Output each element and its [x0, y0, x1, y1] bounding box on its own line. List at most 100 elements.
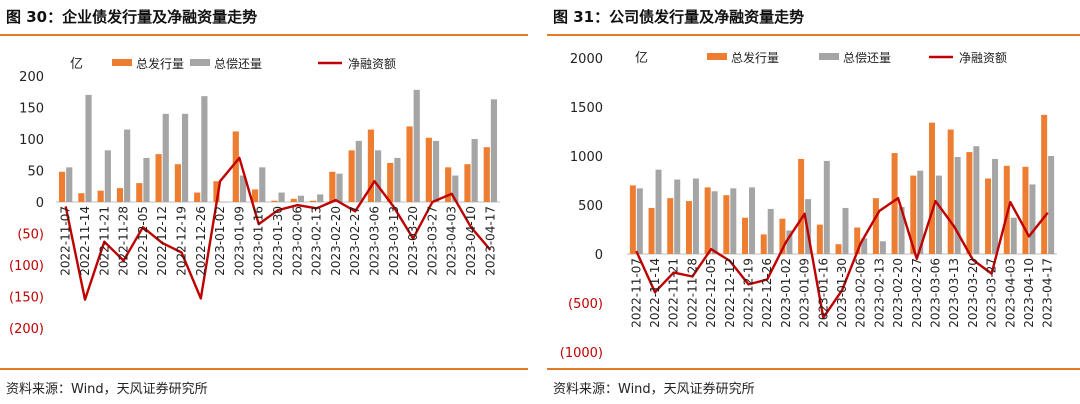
source-divider [0, 368, 528, 370]
legend-swatch-issuance [707, 53, 727, 60]
x-tick-label: 2022-11-14 [78, 206, 92, 276]
x-tick-label: 2023-01-16 [252, 206, 266, 276]
x-tick-label: 2023-02-27 [348, 206, 362, 276]
bar-repayment [692, 178, 699, 254]
bar-issuance [136, 183, 143, 202]
bar-issuance [891, 153, 898, 254]
x-tick-label: 2023-03-20 [406, 206, 420, 276]
unit-label: 亿 [635, 51, 648, 66]
x-tick-label: 2023-03-06 [368, 206, 382, 276]
title-divider [0, 34, 528, 36]
y-tick-label: 150 [19, 102, 44, 117]
bar-repayment [85, 94, 92, 202]
bar-repayment [879, 241, 886, 254]
bar-issuance [174, 164, 181, 202]
bar-repayment [1010, 217, 1017, 254]
bar-repayment [636, 188, 643, 254]
y-tick-label: 0 [36, 196, 44, 211]
chart-plot-corporate-bond: 亿 200 150 100 50 0 (50) (100) (150) (200) 2022-11-… [9, 56, 500, 337]
y-tick-label: (100) [9, 259, 44, 274]
bar-repayment [490, 99, 498, 202]
bar-repayment [842, 207, 849, 254]
x-tick-label: 2022-12-19 [174, 206, 188, 276]
chart-title: 图 30：企业债发行量及净融资量走势 [6, 8, 258, 26]
bar-repayment [861, 238, 868, 254]
x-tick-label: 2022-11-28 [117, 206, 131, 276]
bar-repayment [220, 202, 227, 203]
bar-repayment [181, 113, 189, 202]
bar-repayment [355, 140, 362, 202]
x-tick-label: 2022-11-21 [97, 206, 111, 276]
bar-repayment [992, 158, 999, 254]
bar-issuance [290, 198, 297, 202]
line-net-financing [635, 196, 1049, 319]
bar-issuance [58, 171, 66, 202]
bar-repayment [143, 157, 150, 202]
unit-label: 亿 [70, 57, 83, 72]
bar-repayment [239, 175, 247, 202]
x-tick-label: 2022-12-26 [194, 206, 208, 276]
bar-issuance [648, 207, 655, 254]
legend-label-repayment: 总偿还量 [843, 50, 891, 65]
bar-issuance [309, 200, 317, 202]
y-tick-label: (500) [568, 297, 603, 312]
x-tick-label: 2022-12-19 [742, 258, 756, 328]
x-tick-label: 2023-01-30 [271, 206, 285, 276]
source-divider [547, 368, 1080, 370]
x-tick-label: 2023-02-20 [891, 258, 905, 328]
chart-plot-company-bond: 亿 2000 1500 1000 500 0 (500) (1000) 2022-11-07 20… [560, 50, 1057, 361]
x-tick-label: 2023-02-27 [910, 258, 924, 328]
bar-repayment [278, 192, 285, 202]
bar-repayment [432, 140, 440, 202]
bar-repayment [375, 150, 382, 202]
bar-issuance [1041, 114, 1048, 254]
bar-issuance [464, 164, 471, 202]
bar-issuance [425, 137, 432, 202]
bar-issuance [760, 234, 767, 254]
bar-repayment [104, 150, 111, 202]
chart-panel-corporate-bond: 图 30：企业债发行量及净融资量走势 亿 200 150 100 50 0 (50) (100… [0, 0, 528, 404]
y-tick-label: 1500 [570, 101, 603, 116]
bar-issuance [985, 178, 992, 254]
legend-label-issuance: 总发行量 [731, 50, 779, 65]
chart-panel-company-bond: 图 31：公司债发行量及净融资量走势 亿 2000 1500 1000 500 0 (500… [547, 0, 1080, 404]
bar-issuance [213, 181, 220, 202]
bar-repayment [711, 191, 718, 254]
bar-repayment [898, 206, 905, 254]
bar-repayment [730, 188, 737, 254]
bar-issuance [742, 217, 749, 254]
bar-repayment [162, 113, 169, 202]
legend-label-net-financing: 净融资额 [959, 51, 1007, 65]
bar-issuance [406, 126, 413, 202]
bar-repayment [297, 195, 304, 202]
bar-issuance [704, 187, 711, 254]
x-tick-label: 2022-11-21 [667, 258, 681, 328]
x-tick-label: 2022-12-12 [155, 206, 169, 276]
y-tick-label: 2000 [570, 52, 603, 67]
y-tick-label: 500 [578, 199, 603, 214]
bar-issuance [387, 162, 394, 202]
x-tick-label: 2023-01-02 [779, 258, 793, 328]
bar-issuance [348, 150, 355, 202]
bar-issuance [779, 218, 786, 254]
y-tick-label: 1000 [570, 150, 603, 165]
x-tick-label: 2023-03-27 [985, 258, 999, 328]
y-tick-label: 100 [19, 133, 44, 148]
y-tick-label: (150) [9, 291, 44, 306]
bar-issuance [232, 131, 239, 202]
bar-repayment [767, 208, 774, 254]
bar-repayment [973, 146, 980, 254]
bar-repayment [259, 167, 266, 202]
bar-repayment [935, 175, 942, 254]
y-tick-label: (50) [17, 228, 44, 243]
bar-repayment [823, 160, 830, 254]
bar-repayment [124, 129, 131, 202]
line-net-financing [64, 156, 492, 301]
chart-source: 资料来源：Wind，天风证券研究所 [6, 382, 208, 397]
bar-issuance [116, 188, 124, 202]
bar-repayment [917, 170, 924, 254]
x-tick-label: 2023-01-30 [835, 258, 849, 328]
bar-issuance [367, 129, 375, 202]
bar-issuance [816, 224, 823, 254]
legend-label-repayment: 总偿还量 [214, 56, 262, 71]
